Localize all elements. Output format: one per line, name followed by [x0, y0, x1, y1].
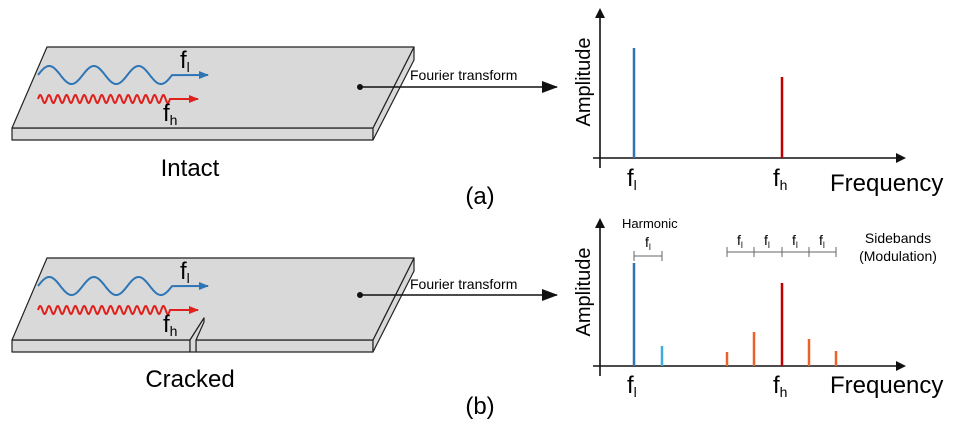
- arrow-label: Fourier transform: [410, 67, 517, 83]
- spacing-label: fl: [645, 234, 651, 252]
- wave-label: fl: [180, 47, 190, 75]
- brackets: [633, 247, 837, 261]
- axes: [593, 14, 898, 168]
- spacing-label: fl: [737, 232, 743, 250]
- axis-arrows: [595, 218, 906, 371]
- plate-label: Cracked: [145, 366, 234, 393]
- peak-label: fl: [627, 372, 637, 400]
- wave: [37, 304, 199, 316]
- panel-label: (b): [465, 393, 494, 420]
- x-axis-label: Frequency: [830, 170, 943, 197]
- plate-intact: [11, 46, 415, 141]
- plate-label: Intact: [161, 155, 220, 182]
- spacing-label: fl: [792, 232, 798, 250]
- wave: [37, 275, 209, 297]
- arrow-label: Fourier transform: [410, 276, 517, 292]
- wave-label: fh: [163, 311, 177, 339]
- wave-label: fl: [180, 258, 190, 286]
- panel-label: (a): [465, 183, 494, 210]
- waves: [37, 64, 209, 105]
- sidebands-label: Sidebands: [865, 230, 931, 246]
- peak-label: fl: [627, 165, 637, 193]
- peak-label: fh: [773, 372, 787, 400]
- wave-label: fh: [163, 100, 177, 128]
- plate-cracked: [11, 257, 415, 353]
- spacing-label: fl: [764, 232, 770, 250]
- modulation-label: (Modulation): [859, 248, 937, 264]
- peaks: [632, 263, 838, 366]
- y-axis-label: Amplitude: [573, 38, 595, 127]
- peak-label: fh: [773, 165, 787, 193]
- y-axis-label: Amplitude: [573, 248, 595, 337]
- x-axis-label: Frequency: [830, 372, 943, 399]
- wave: [37, 93, 199, 105]
- harmonic-label: Harmonic: [622, 216, 678, 231]
- wave: [37, 64, 209, 86]
- axes: [593, 226, 898, 376]
- waves: [37, 275, 209, 316]
- axis-arrows: [595, 8, 906, 163]
- spacing-label: fl: [819, 232, 825, 250]
